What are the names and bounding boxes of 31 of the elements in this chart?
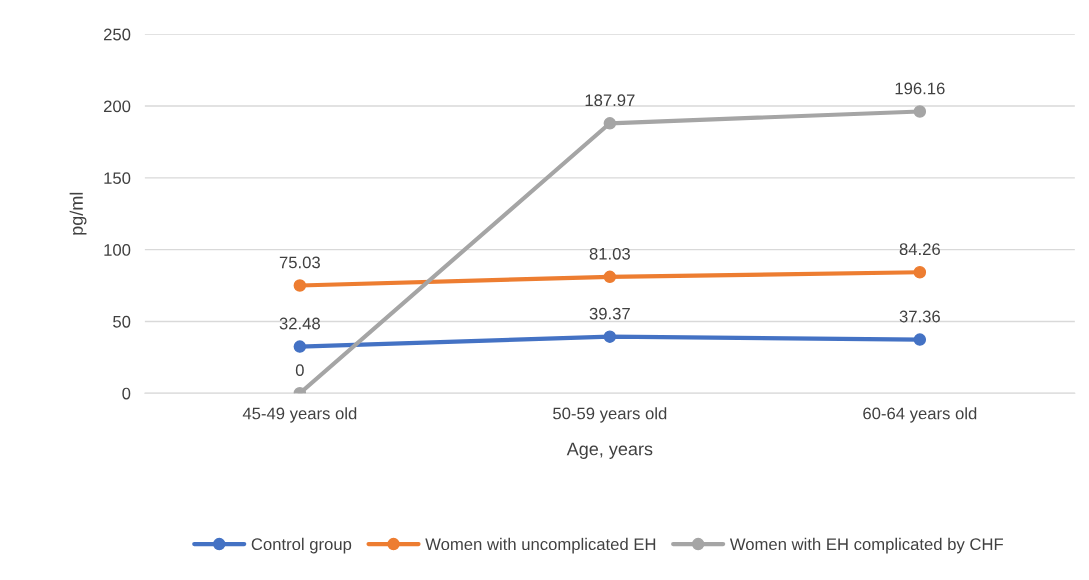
point: [293, 340, 307, 353]
data-label: 196.16: [895, 82, 945, 95]
y-tick-label: 150: [104, 172, 131, 185]
y-tick-label: 50: [113, 315, 131, 328]
data-label: 187.97: [585, 94, 635, 107]
point: [603, 270, 617, 284]
x-tick-label: 50-59 years old: [553, 407, 667, 423]
data-label: 84.26: [899, 243, 940, 256]
data-label: 37.36: [899, 310, 940, 323]
data-label: 81.03: [589, 247, 630, 260]
data-label: 75.03: [279, 256, 320, 269]
data-label: 32.48: [279, 317, 320, 330]
point: [913, 265, 927, 279]
legend-label: Women with uncomplicated EH: [425, 537, 656, 554]
y-tick-label: 0: [122, 387, 131, 400]
point: [913, 333, 927, 346]
data-label: 0: [295, 364, 304, 377]
point: [603, 117, 617, 130]
y-axis-title: pg/ml: [69, 192, 87, 235]
y-tick-label: 100: [104, 244, 131, 256]
y-tick-label: 250: [103, 28, 131, 41]
y-tick-label: 200: [103, 100, 131, 113]
point: [913, 105, 927, 118]
legend-label: Women with EH complicated by CHF: [729, 537, 1004, 554]
point: [293, 279, 307, 292]
point: [603, 330, 617, 343]
x-tick-label: 45-49 years old: [242, 407, 357, 423]
x-axis-title: Age, years: [566, 442, 653, 459]
legend-label: Control group: [251, 537, 352, 554]
data-label: 39.37: [589, 307, 630, 320]
x-tick-label: 60-64 years old: [863, 407, 977, 423]
